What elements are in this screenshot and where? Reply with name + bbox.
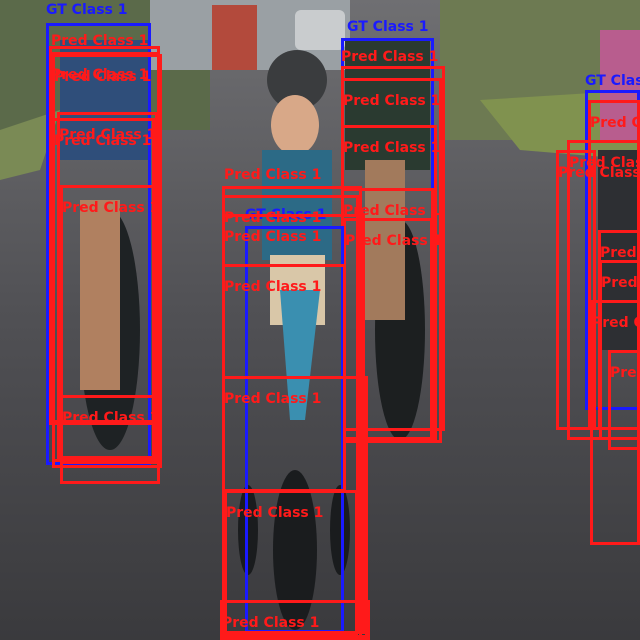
prediction-label: Pred Class 1 bbox=[343, 93, 441, 109]
prediction-label: Pred Class 1 bbox=[226, 505, 324, 521]
prediction-box bbox=[222, 376, 368, 638]
prediction-label: Pred Class 1 bbox=[54, 69, 152, 85]
prediction-label: Pred Class 1 bbox=[224, 229, 322, 245]
prediction-label: Pred Class 1 bbox=[224, 167, 322, 183]
prediction-label: Pred Class 1 bbox=[62, 410, 160, 426]
prediction-box bbox=[556, 150, 596, 430]
prediction-label: Pred Class 1 bbox=[610, 365, 640, 381]
prediction-label: Pred Class 1 bbox=[343, 203, 441, 219]
prediction-label: Pred Class 1 bbox=[343, 140, 441, 156]
ground-truth-label: GT Class 1 bbox=[347, 19, 429, 35]
prediction-label: Pred Class 1 bbox=[601, 275, 640, 291]
prediction-label: Pred Class 1 bbox=[345, 233, 443, 249]
prediction-box bbox=[608, 350, 640, 450]
ground-truth-label: GT Class 1 bbox=[585, 73, 640, 89]
prediction-label: Pred Class 1 bbox=[592, 315, 640, 331]
prediction-label: Pred Class 1 bbox=[59, 127, 157, 143]
prediction-label: Pred Class 1 bbox=[62, 200, 160, 216]
prediction-box bbox=[60, 395, 157, 464]
prediction-label: Pred Class 1 bbox=[558, 165, 640, 181]
prediction-label: Pred Class 1 bbox=[341, 49, 439, 65]
prediction-label: Pred Class 1 bbox=[51, 33, 149, 49]
ground-truth-label: GT Class 1 bbox=[46, 2, 128, 18]
prediction-box bbox=[220, 600, 370, 640]
prediction-label: Pred Class 1 bbox=[224, 391, 322, 407]
prediction-box bbox=[60, 185, 160, 484]
prediction-label: Pred Class 1 bbox=[590, 115, 640, 131]
prediction-box bbox=[52, 118, 155, 462]
prediction-label: Pred Class 1 bbox=[224, 279, 322, 295]
prediction-label: Pred Class 1 bbox=[600, 245, 640, 261]
prediction-label: Pred Class 1 bbox=[51, 67, 149, 83]
prediction-label: Pred Class 1 bbox=[54, 133, 152, 149]
prediction-label: Pred Class 1 bbox=[569, 155, 640, 171]
prediction-label: Pred Class 1 bbox=[222, 615, 320, 631]
prediction-box bbox=[57, 112, 158, 459]
prediction-box bbox=[224, 490, 358, 636]
